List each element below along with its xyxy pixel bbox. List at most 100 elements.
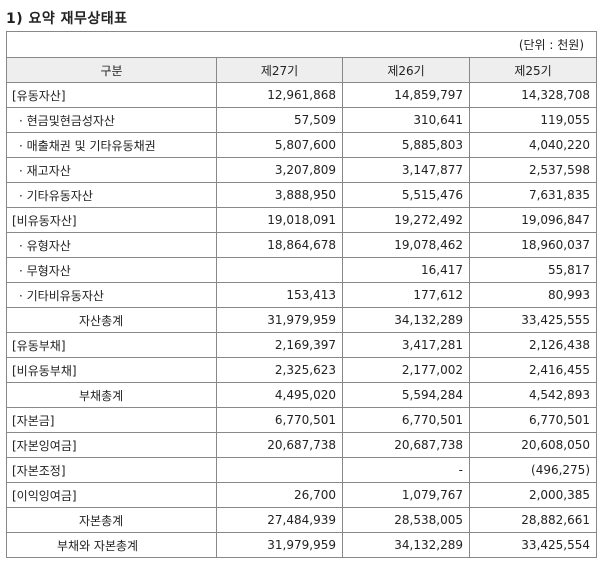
table-row: [유동부채] 2,169,397 3,417,281 2,126,438 [6,332,598,358]
table-row: [자본금] 6,770,501 6,770,501 6,770,501 [6,407,598,433]
table-row: · 무형자산 16,417 55,817 [6,257,598,283]
value-cell: 3,207,809 [216,157,343,183]
table-row: 부채총계 4,495,020 5,594,284 4,542,893 [6,382,598,408]
value-cell: 20,608,050 [468,432,598,458]
value-cell: 16,417 [342,257,470,283]
value-cell: 3,888,950 [216,182,343,208]
table-body: [유동자산] 12,961,868 14,859,797 14,328,708 · 현금… [6,82,598,558]
header-row: 구분 제27기 제26기 제25기 [6,57,598,83]
value-cell: 153,413 [216,282,343,308]
value-cell: 5,807,600 [216,132,343,158]
table-row: · 기타유동자산 3,888,950 5,515,476 7,631,835 [6,182,598,208]
column-header-category: 구분 [6,57,217,83]
value-cell: 14,328,708 [468,82,598,108]
value-cell: 57,509 [216,107,343,133]
table-row: [자본조정] - (496,275) [6,457,598,483]
unit-row: (단위 : 천원) [5,31,598,58]
value-cell: 2,000,385 [468,482,598,508]
value-cell: 5,885,803 [342,132,470,158]
table-row: · 기타비유동자산 153,413 177,612 80,993 [6,282,598,308]
row-label: [유동부채] [6,332,217,358]
value-cell: 18,960,037 [468,232,598,258]
row-label: [자본조정] [6,457,217,483]
table-row: 자본총계 27,484,939 28,538,005 28,882,661 [6,507,598,533]
table-row: [비유동부채] 2,325,623 2,177,002 2,416,455 [6,357,598,383]
row-label: · 기타비유동자산 [6,282,217,308]
table-row: · 유형자산 18,864,678 19,078,462 18,960,037 [6,232,598,258]
value-cell: 3,147,877 [342,157,470,183]
row-label: [이익잉여금] [6,482,217,508]
table-row: 자산총계 31,979,959 34,132,289 33,425,555 [6,307,598,333]
value-cell: 34,132,289 [342,532,470,558]
value-cell: 18,864,678 [216,232,343,258]
value-cell: 31,979,959 [216,307,343,333]
table-row: 부채와 자본총계 31,979,959 34,132,289 33,425,554 [6,532,598,558]
value-cell: 7,631,835 [468,182,598,208]
value-cell: 19,096,847 [468,207,598,233]
value-cell: 4,040,220 [468,132,598,158]
value-cell: 28,538,005 [342,507,470,533]
value-cell: 28,882,661 [468,507,598,533]
row-label: 자본총계 [6,507,217,533]
value-cell: 177,612 [342,282,470,308]
value-cell: 34,132,289 [342,307,470,333]
table-row: [자본잉여금] 20,687,738 20,687,738 20,608,050 [6,432,598,458]
value-cell: 4,495,020 [216,382,343,408]
value-cell: 20,687,738 [216,432,343,458]
value-cell: 31,979,959 [216,532,343,558]
table-row: [유동자산] 12,961,868 14,859,797 14,328,708 [6,82,598,108]
row-label: 자산총계 [6,307,217,333]
row-label: · 기타유동자산 [6,182,217,208]
column-header-period-26: 제26기 [342,57,470,83]
value-cell: 2,537,598 [468,157,598,183]
value-cell: 119,055 [468,107,598,133]
value-cell: - [342,457,470,483]
value-cell: 4,542,893 [468,382,598,408]
value-cell: 12,961,868 [216,82,343,108]
value-cell [216,257,343,283]
row-label: 부채총계 [6,382,217,408]
table-row: · 재고자산 3,207,809 3,147,877 2,537,598 [6,157,598,183]
table-row: [비유동자산] 19,018,091 19,272,492 19,096,847 [6,207,598,233]
value-cell: 20,687,738 [342,432,470,458]
value-cell: 26,700 [216,482,343,508]
value-cell [216,457,343,483]
unit-label: (단위 : 천원) [5,31,598,58]
value-cell: 6,770,501 [468,407,598,433]
row-label: · 유형자산 [6,232,217,258]
value-cell: (496,275) [468,457,598,483]
value-cell: 5,594,284 [342,382,470,408]
row-label: · 매출채권 및 기타유동채권 [6,132,217,158]
column-header-period-27: 제27기 [216,57,343,83]
value-cell: 2,126,438 [468,332,598,358]
table-row: [이익잉여금] 26,700 1,079,767 2,000,385 [6,482,598,508]
financial-table: (단위 : 천원) 구분 제27기 제26기 제25기 [유동자산] 12,961… [5,31,598,558]
value-cell: 2,177,002 [342,357,470,383]
row-label: [자본잉여금] [6,432,217,458]
value-cell: 2,169,397 [216,332,343,358]
row-label: [유동자산] [6,82,217,108]
value-cell: 5,515,476 [342,182,470,208]
column-header-period-25: 제25기 [468,57,598,83]
value-cell: 310,641 [342,107,470,133]
row-label: [자본금] [6,407,217,433]
value-cell: 33,425,554 [468,532,598,558]
value-cell: 3,417,281 [342,332,470,358]
value-cell: 27,484,939 [216,507,343,533]
value-cell: 2,325,623 [216,357,343,383]
value-cell: 19,078,462 [342,232,470,258]
row-label: 부채와 자본총계 [6,532,217,558]
value-cell: 55,817 [468,257,598,283]
row-label: · 재고자산 [6,157,217,183]
row-label: [비유동부채] [6,357,217,383]
row-label: · 현금및현금성자산 [6,107,217,133]
value-cell: 19,018,091 [216,207,343,233]
value-cell: 2,416,455 [468,357,598,383]
value-cell: 1,079,767 [342,482,470,508]
value-cell: 6,770,501 [216,407,343,433]
row-label: [비유동자산] [6,207,217,233]
value-cell: 6,770,501 [342,407,470,433]
row-label: · 무형자산 [6,257,217,283]
table-row: · 매출채권 및 기타유동채권 5,807,600 5,885,803 4,040,2… [6,132,598,158]
table-row: · 현금및현금성자산 57,509 310,641 119,055 [6,107,598,133]
